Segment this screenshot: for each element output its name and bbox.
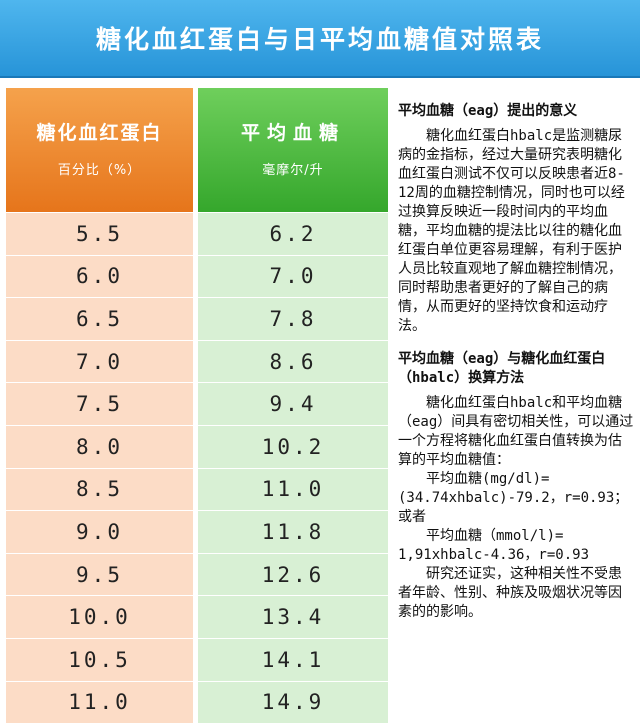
- glucose-cell: 14.1: [198, 637, 388, 681]
- notes-panel: 平均血糖（eag）提出的意义 糖化血红蛋白hbalc是监测糖尿病的金指标，经过大…: [398, 102, 634, 622]
- hba1c-column: 糖化血红蛋白 百分比（%） 5.5 6.0 6.5 7.0 7.5 8.0 8.5 9.0 9.…: [6, 88, 193, 724]
- notes-heading-significance: 平均血糖（eag）提出的意义: [398, 103, 578, 119]
- glucose-cell: 9.4: [198, 382, 388, 425]
- glucose-cell: 14.9: [198, 680, 388, 724]
- glucose-column: 平均血糖 毫摩尔/升 6.2 7.0 7.8 8.6 9.4 10.2 11.0 11.8 12…: [198, 88, 388, 724]
- notes-heading-conversion: 平均血糖（eag）与糖化血红蛋白（hbalc）换算方法: [398, 351, 606, 386]
- formula1-text: (34.74xhbalc)-79.2，r=0.93；或者: [398, 490, 629, 525]
- formula1-label: 平均血糖(mg/dl)=: [426, 471, 550, 487]
- glucose-values: 6.2 7.0 7.8 8.6 9.4 10.2 11.0 11.8 12.6 13.4 14.1 1…: [198, 212, 388, 724]
- hba1c-cell: 9.0: [6, 510, 193, 553]
- hba1c-cell: 10.5: [6, 637, 193, 681]
- glucose-cell: 11.8: [198, 510, 388, 553]
- title-banner: 糖化血红蛋白与日平均血糖值对照表: [0, 0, 640, 78]
- glucose-cell: 7.8: [198, 297, 388, 340]
- glucose-cell: 13.4: [198, 595, 388, 638]
- notes-paragraph-conversion: 糖化血红蛋白hbalc和平均血糖（eag）间具有密切相关性，可以通过一个方程将糖…: [398, 395, 634, 468]
- hba1c-cell: 8.0: [6, 424, 193, 468]
- hba1c-cell: 9.5: [6, 552, 193, 596]
- page-title: 糖化血红蛋白与日平均血糖值对照表: [95, 25, 544, 54]
- glucose-cell: 8.6: [198, 339, 388, 383]
- glucose-cell: 10.2: [198, 424, 388, 468]
- formula2-text: 1,91xhbalc-4.36，r=0.93: [398, 547, 590, 563]
- glucose-header-unit: 毫摩尔/升: [262, 163, 324, 178]
- hba1c-cell: 10.0: [6, 595, 193, 638]
- hba1c-cell: 11.0: [6, 680, 193, 724]
- hba1c-cell: 6.5: [6, 297, 193, 340]
- hba1c-header-unit: 百分比（%）: [57, 163, 142, 178]
- hba1c-cell: 6.0: [6, 254, 193, 298]
- glucose-cell: 7.0: [198, 254, 388, 298]
- glucose-cell: 11.0: [198, 467, 388, 511]
- glucose-cell: 12.6: [198, 552, 388, 596]
- hba1c-values: 5.5 6.0 6.5 7.0 7.5 8.0 8.5 9.0 9.5 10.0 10.5 11.0: [6, 212, 193, 724]
- glucose-cell: 6.2: [198, 212, 388, 255]
- hba1c-cell: 7.0: [6, 339, 193, 383]
- hba1c-cell: 8.5: [6, 467, 193, 511]
- hba1c-cell: 7.5: [6, 382, 193, 425]
- formula2-label: 平均血糖（mmol/l)=: [426, 528, 564, 544]
- glucose-column-header: 平均血糖 毫摩尔/升: [198, 88, 388, 212]
- hba1c-header-label: 糖化血红蛋白: [36, 122, 163, 144]
- notes-paragraph-significance: 糖化血红蛋白hbalc是监测糖尿病的金指标，经过大量研究表明糖化血红蛋白测试不仅…: [398, 128, 625, 334]
- glucose-header-label: 平均血糖: [240, 122, 345, 144]
- hba1c-cell: 5.5: [6, 212, 193, 255]
- hba1c-column-header: 糖化血红蛋白 百分比（%）: [6, 88, 193, 212]
- notes-paragraph-findings: 研究还证实，这种相关性不受患者年龄、性别、种族及吸烟状况等因素的的影响。: [398, 566, 622, 620]
